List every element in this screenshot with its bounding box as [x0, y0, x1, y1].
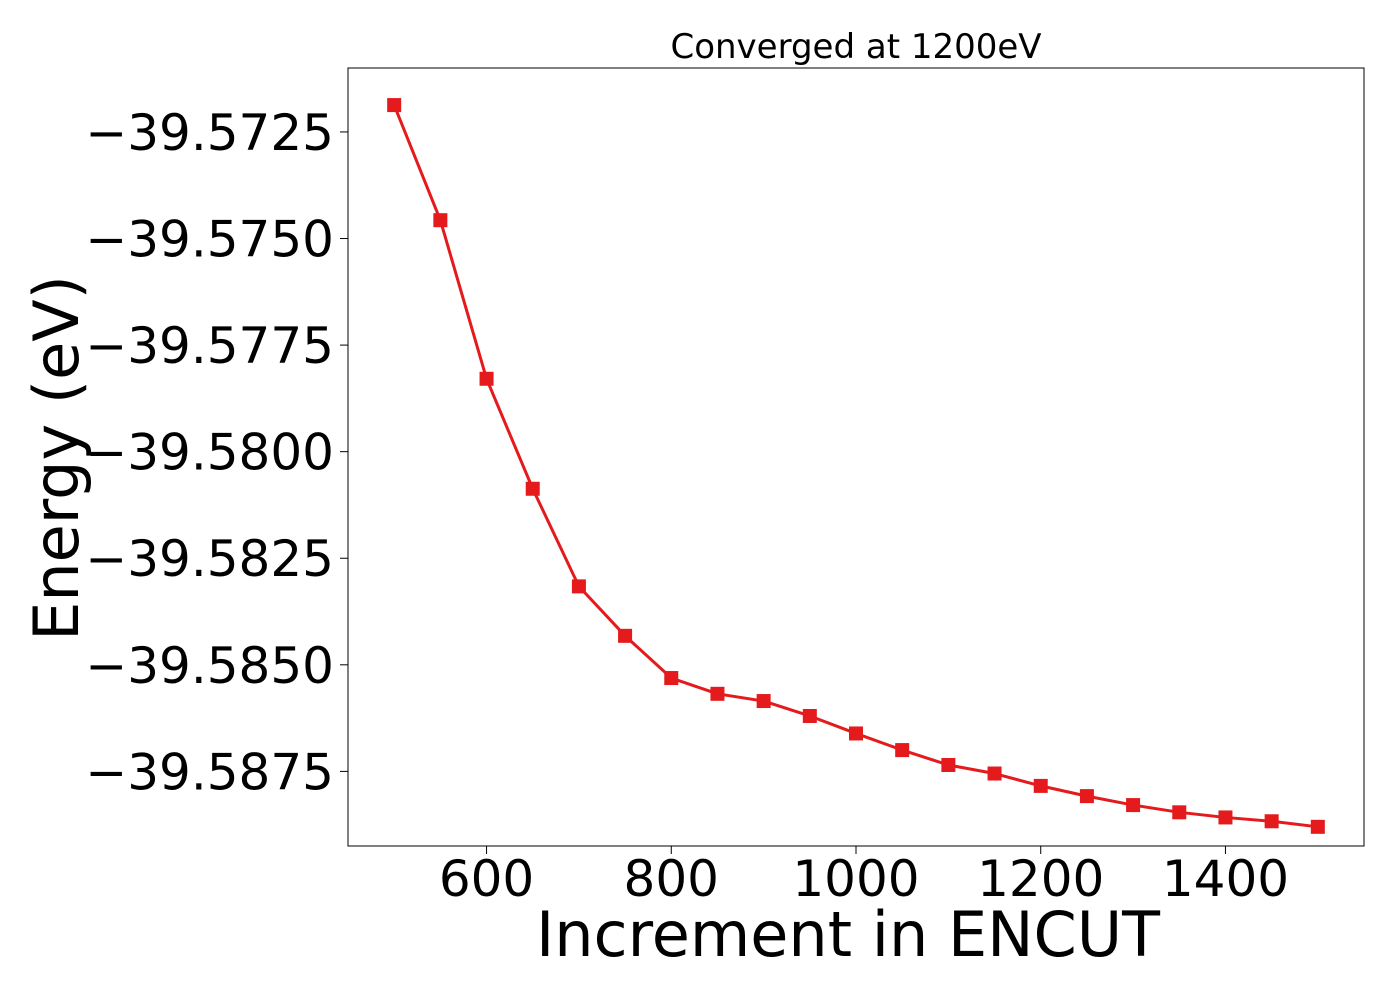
y-tick-label: −39.5750 — [85, 211, 334, 269]
y-tick-label: −39.5875 — [85, 743, 334, 801]
y-axis-ticks: −39.5725 −39.5750 −39.5775 −39.5800 −39.5825… — [85, 104, 348, 801]
data-point-marker — [756, 694, 771, 709]
y-tick-label: −39.5825 — [85, 530, 334, 588]
series-line — [392, 104, 1318, 829]
data-point-marker — [895, 743, 910, 758]
data-point-marker — [479, 371, 494, 386]
y-tick-label: −39.5725 — [85, 104, 334, 162]
data-point-marker — [433, 213, 448, 228]
chart-title: Converged at 1200eV — [670, 27, 1041, 67]
data-point-marker — [571, 579, 586, 594]
x-tick-label: 600 — [439, 850, 534, 908]
data-point-marker — [387, 98, 402, 113]
data-point-marker — [1033, 778, 1048, 793]
data-point-marker — [1079, 789, 1094, 804]
y-axis-label: Energy (eV) — [20, 275, 93, 641]
data-point-marker — [802, 708, 817, 723]
data-point-marker — [1172, 805, 1187, 820]
y-tick-label: −39.5850 — [85, 637, 334, 695]
data-point-marker — [849, 726, 863, 741]
data-point-marker — [1218, 810, 1233, 825]
x-axis-label: Increment in ENCUT — [536, 898, 1161, 971]
data-point-marker — [987, 766, 1002, 781]
y-tick-label: −39.5775 — [85, 317, 334, 375]
data-point-marker — [664, 671, 679, 686]
data-point-marker — [618, 628, 633, 643]
series-layer — [387, 98, 1325, 834]
x-tick-label: 800 — [624, 850, 719, 908]
data-point-marker — [710, 686, 725, 701]
data-point-marker — [1310, 819, 1325, 834]
data-point-marker — [1126, 798, 1141, 813]
y-tick-label: −39.5800 — [85, 424, 334, 482]
x-tick-label: 1200 — [977, 850, 1104, 908]
data-point-marker — [941, 758, 956, 772]
data-point-marker — [1264, 814, 1279, 829]
x-axis-ticks: 600 800 1000 1200 1400 — [439, 846, 1289, 908]
x-tick-label: 1000 — [792, 850, 919, 908]
x-tick-label: 1400 — [1162, 850, 1289, 908]
data-point-marker — [525, 481, 540, 496]
